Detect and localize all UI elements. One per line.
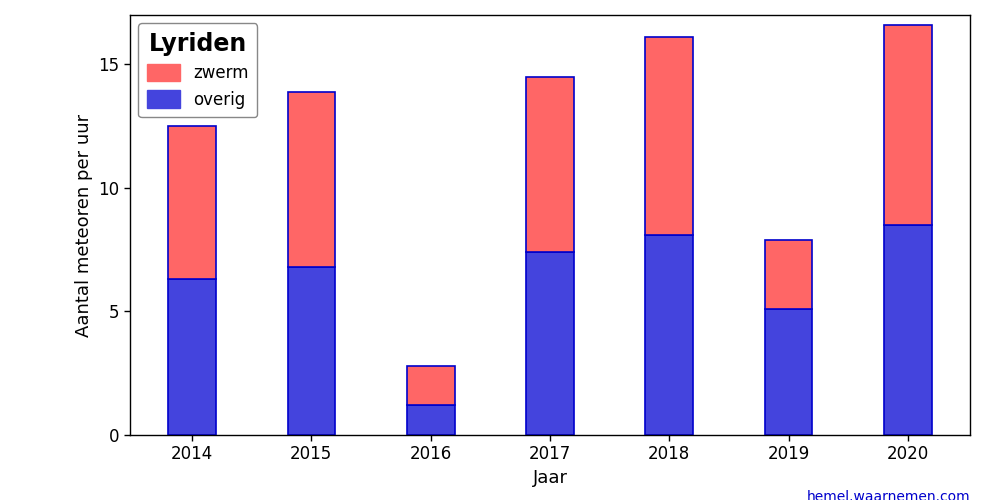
Bar	[168, 280, 216, 435]
Bar	[168, 126, 216, 280]
Bar	[526, 252, 574, 435]
X-axis label: Jaar: Jaar	[532, 469, 568, 487]
Bar	[407, 366, 455, 406]
Y-axis label: Aantal meteoren per uur: Aantal meteoren per uur	[75, 114, 93, 336]
Bar	[407, 406, 455, 435]
Bar	[765, 309, 812, 435]
Bar	[288, 92, 335, 267]
Bar	[884, 225, 932, 435]
Bar	[765, 240, 812, 309]
Legend: zwerm, overig: zwerm, overig	[138, 24, 257, 117]
Text: hemel.waarnemen.com: hemel.waarnemen.com	[806, 490, 970, 500]
Bar	[645, 235, 693, 435]
Bar	[526, 77, 574, 252]
Bar	[884, 25, 932, 225]
Bar	[288, 267, 335, 435]
Bar	[645, 37, 693, 235]
